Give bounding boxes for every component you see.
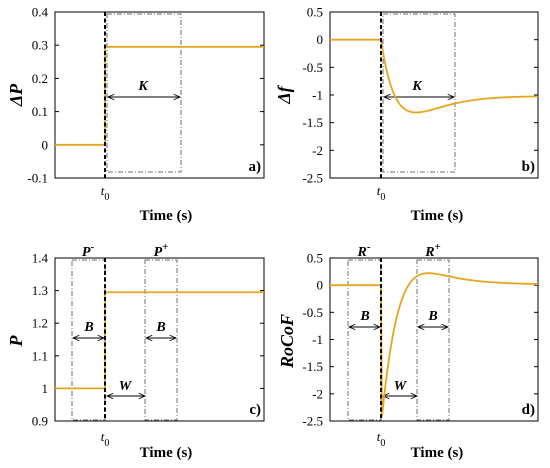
- panel-d-label: d): [522, 402, 535, 418]
- panel-c-frame: [54, 257, 265, 422]
- panel-a-ytick: -0.1: [27, 171, 48, 186]
- panel-c-ytick: 1.1: [32, 348, 48, 363]
- panel-d: 0.5 0 -0.5 -1 -1.5 -2 -2.5 RoCoF B B W R- R+ d…: [277, 241, 539, 461]
- panel-c-window-pminus: [71, 259, 106, 421]
- panel-d-ytick: -0.5: [302, 305, 323, 320]
- panel-a-k-label: K: [137, 79, 149, 94]
- panel-c-ytick: 1.3: [32, 283, 48, 298]
- panel-a-y-ticks: 0.4 0.3 0.2 0.1 0 -0.1: [27, 5, 264, 186]
- panel-a-ytick: 0.3: [32, 38, 48, 53]
- panel-d-ytick: -2: [312, 386, 323, 401]
- panel-b-series-line: [330, 38, 538, 114]
- panel-d-xtick-t0: t0: [377, 429, 386, 449]
- panel-d-b-label-left: B: [359, 309, 369, 324]
- panel-b-ytick: -0.5: [302, 60, 323, 75]
- panel-a-ytick: 0.4: [32, 5, 49, 20]
- panel-d-window-label-rplus: R+: [424, 241, 441, 260]
- panel-b-ytick: -1.5: [302, 115, 323, 130]
- panel-c-window-label-pminus: P-: [82, 241, 95, 260]
- panel-b-xtick-t0: t0: [377, 183, 386, 203]
- panel-a-ytick: 0.2: [32, 71, 48, 86]
- panel-d-y-ticks: 0.5 0 -0.5 -1 -1.5 -2 -2.5: [302, 251, 538, 429]
- panel-d-window-rminus: [347, 259, 382, 421]
- panel-c-ytick: 1.2: [32, 316, 48, 331]
- panel-d-ytick: -1.5: [302, 359, 323, 374]
- panel-c-w-label: W: [119, 379, 133, 394]
- panel-b-ytick: -1: [312, 88, 323, 103]
- panel-d-ytick: 0.5: [307, 251, 323, 266]
- panel-c-xtick-t0: t0: [101, 429, 110, 449]
- panel-d-w-label: W: [394, 379, 408, 394]
- panel-c-series-line: [55, 291, 264, 390]
- panel-b-ytick: 0.5: [307, 5, 323, 20]
- panel-d-ytick: -2.5: [302, 414, 323, 429]
- panel-b-ytick: -2: [312, 143, 323, 158]
- panel-b-ytick: 0: [317, 32, 324, 47]
- panel-d-series-line: [330, 272, 538, 417]
- panel-a-ytick: 0.1: [32, 104, 48, 119]
- panel-a: 0.4 0.3 0.2 0.1 0 -0.1 ΔP K a) t0 Time (s): [6, 5, 265, 224]
- panel-b-ylabel: Δf: [274, 84, 294, 104]
- panel-d-window-rplus: [416, 259, 450, 421]
- panel-b-y-ticks: 0.5 0 -0.5 -1 -1.5 -2 -2.5: [302, 5, 538, 186]
- panel-d-ylabel: RoCoF: [277, 314, 297, 369]
- panel-b-label: b): [522, 159, 535, 175]
- panel-d-ytick: -1: [312, 332, 323, 347]
- panel-c-b-label-right: B: [155, 320, 165, 335]
- panel-c-xlabel: Time (s): [140, 445, 193, 461]
- panel-c-ylabel: P: [6, 335, 26, 348]
- panel-b-ytick: -2.5: [302, 171, 323, 186]
- panel-a-xtick-t0: t0: [101, 183, 110, 203]
- panel-d-window-label-rminus: R-: [356, 241, 370, 260]
- panel-c-window-label-pplus: P+: [154, 241, 169, 260]
- panel-d-ytick: 0: [317, 278, 324, 293]
- panel-a-ytick: 0: [42, 137, 49, 152]
- panel-a-series-line: [55, 45, 264, 146]
- panel-c-y-ticks: 1.4 1.3 1.2 1.1 1 0.9: [32, 251, 264, 429]
- panel-c-window-pplus: [144, 259, 178, 421]
- panel-c-ytick: 0.9: [32, 414, 48, 429]
- panel-a-frame: [54, 11, 265, 179]
- panel-d-b-label-right: B: [427, 309, 437, 324]
- panel-c-b-label-left: B: [83, 320, 93, 335]
- panel-a-ylabel: ΔP: [6, 83, 26, 107]
- panel-c-ytick: 1: [42, 381, 49, 396]
- panel-a-xlabel: Time (s): [140, 208, 193, 224]
- panel-b-k-label: K: [411, 79, 423, 94]
- panel-b-xlabel: Time (s): [411, 208, 464, 224]
- panel-a-window-k: [106, 13, 182, 173]
- panel-c-label: c): [249, 402, 261, 418]
- panel-c-ytick: 1.4: [32, 251, 49, 266]
- panel-b: 0.5 0 -0.5 -1 -1.5 -2 -2.5 Δf K b) t0 Time (s): [274, 5, 539, 224]
- panel-a-label: a): [249, 159, 262, 175]
- panel-c: 1.4 1.3 1.2 1.1 1 0.9 P B B W P- P+ c) t0 Tim…: [6, 241, 265, 461]
- panel-b-window-k: [382, 13, 456, 173]
- panel-b-frame: [329, 11, 539, 179]
- panel-d-xlabel: Time (s): [411, 445, 464, 461]
